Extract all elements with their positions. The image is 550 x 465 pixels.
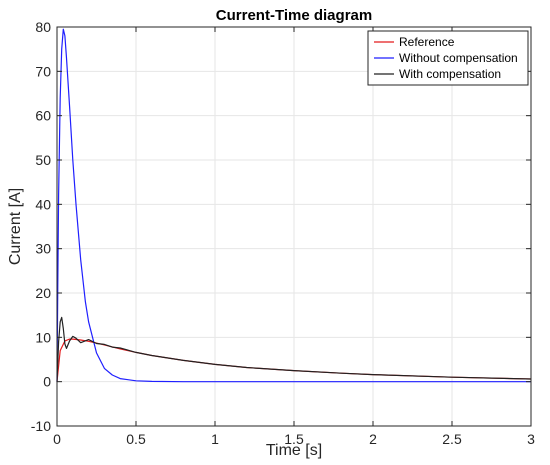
y-tick-label: 50: [35, 152, 51, 168]
y-tick-label: 80: [35, 19, 51, 35]
series-group: [56, 28, 532, 383]
x-tick-label: 0.5: [126, 431, 146, 447]
y-tick-label: 30: [35, 241, 51, 257]
series-line-without-compensation: [56, 28, 531, 383]
legend-box: [367, 30, 529, 86]
x-tick-label: 2: [369, 431, 377, 447]
x-tick-label: 3: [527, 431, 535, 447]
y-tick-label: 60: [35, 108, 51, 124]
y-tick-label: -10: [31, 418, 51, 434]
y-tick-label: 20: [35, 285, 51, 301]
y-axis-label: Current [A]: [7, 188, 24, 265]
x-tick-label: 2.5: [442, 431, 462, 447]
y-tick-label: 70: [35, 63, 51, 79]
x-tick-label: 0: [53, 431, 61, 447]
legend: Reference Without compensation With compen…: [367, 30, 529, 86]
chart-title: Current-Time diagram: [216, 7, 372, 24]
x-tick-label: 1: [211, 431, 219, 447]
x-tick-label: 1.5: [284, 431, 304, 447]
y-tick-label: 40: [35, 196, 51, 212]
legend-label: With compensation: [399, 67, 501, 81]
y-tick-label: 0: [43, 374, 51, 390]
legend-label: Without compensation: [399, 51, 518, 65]
series-line-with-compensation: [56, 316, 532, 382]
legend-label: Reference: [399, 35, 455, 49]
x-axis-label: Time [s]: [266, 442, 322, 459]
y-tick-label: 10: [35, 329, 51, 345]
